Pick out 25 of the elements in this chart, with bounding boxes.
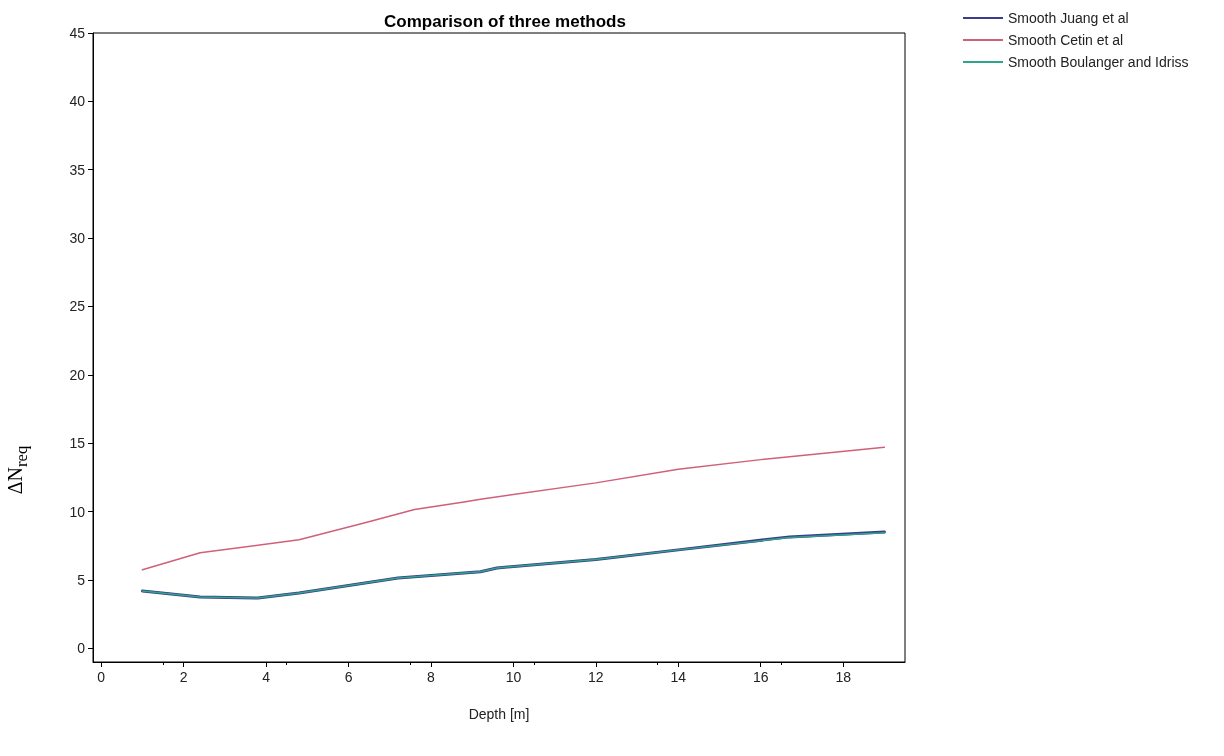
legend-label: Smooth Boulanger and Idriss: [1008, 54, 1189, 70]
x-axis-title: Depth [m]: [468, 706, 530, 722]
x-tick-label: 8: [427, 669, 436, 685]
y-tick-label: 35: [69, 161, 86, 178]
x-tick-label: 18: [835, 669, 852, 685]
y-tick-label: 20: [69, 366, 86, 383]
y-tick-label: 5: [77, 571, 86, 588]
y-tick-label: 0: [77, 640, 86, 657]
y-tick-label: 15: [69, 435, 86, 452]
x-tick-label: 12: [588, 669, 604, 685]
y-tick-label: 30: [69, 230, 86, 247]
x-tick-label: 14: [670, 669, 687, 685]
chart-title: Comparison of three methods: [384, 12, 626, 31]
x-tick-label: 10: [505, 669, 522, 685]
x-tick-label: 4: [262, 669, 271, 685]
y-tick-label: 10: [69, 503, 86, 520]
legend-label: Smooth Cetin et al: [1008, 32, 1124, 48]
x-tick-label: 6: [344, 669, 353, 685]
x-tick-label: 2: [179, 669, 188, 685]
x-tick-label: 0: [97, 669, 106, 685]
y-tick-label: 25: [69, 298, 86, 315]
y-tick-label: 45: [69, 25, 86, 41]
legend-label: Smooth Juang et al: [1008, 10, 1129, 26]
x-tick-label: 16: [752, 669, 769, 685]
y-tick-label: 40: [69, 93, 86, 110]
